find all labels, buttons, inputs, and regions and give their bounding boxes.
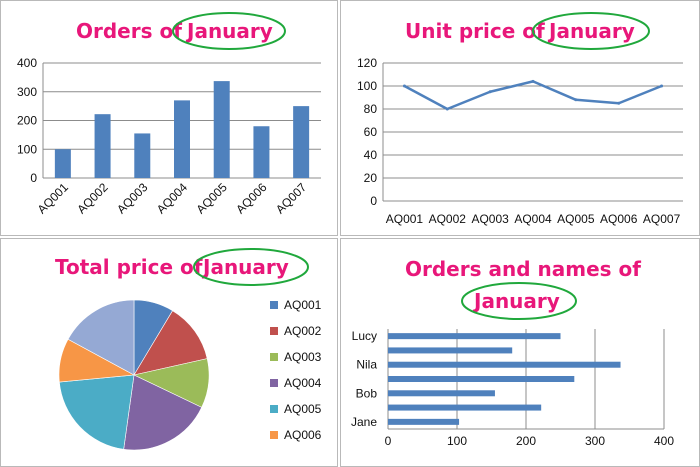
total-price-legend-swatch [270, 353, 278, 361]
total-price-legend-label: AQ001 [284, 298, 322, 312]
orders-names-chart: Orders and names of January Jane Bob Nila L… [351, 257, 674, 448]
total-price-chart-title-prefix: Total price of [55, 255, 209, 279]
orders-names-x-tick-label: 200 [516, 434, 536, 448]
orders-names-y-tick-label: Bob [356, 386, 378, 400]
orders-x-tick-label: AQ001 [35, 180, 72, 217]
unit-price-x-tick-label: AQ004 [514, 212, 552, 226]
unit-price-chart-title-oval [532, 12, 650, 50]
orders-bar [253, 126, 270, 178]
orders-bar [174, 100, 190, 178]
unit-price-x-tick-label: AQ006 [600, 212, 638, 226]
total-price-chart-title-highlight: January [201, 255, 289, 279]
orders-y-tick-label: 100 [17, 142, 37, 156]
orders-names-chart-title-oval [461, 282, 577, 320]
orders-names-bar [388, 418, 460, 425]
unit-price-x-tick-label: AQ003 [471, 212, 509, 226]
unit-price-x-tick-label: AQ007 [643, 212, 681, 226]
total-price-pie-slice [123, 374, 203, 451]
orders-names-chart-title-line1: Orders and names of [405, 257, 641, 281]
total-price-legend-swatch [270, 405, 278, 413]
total-price-pie-slice [67, 299, 135, 376]
orders-names-x-tick-label: 0 [385, 434, 392, 448]
orders-names-bar [388, 390, 495, 397]
orders-names-bar [388, 333, 561, 340]
orders-names-y-tick-label: Nila [356, 358, 377, 372]
orders-bar [134, 133, 151, 178]
orders-x-tick-label: AQ007 [273, 180, 310, 217]
unit-price-point [445, 107, 449, 111]
orders-names-x-tick-label: 300 [585, 434, 605, 448]
total-price-pie-slice [59, 374, 135, 450]
unit-price-point [617, 101, 621, 105]
orders-y-tick-label: 0 [30, 171, 37, 185]
orders-x-tick-label: AQ005 [194, 180, 231, 217]
orders-bar [213, 81, 230, 178]
total-price-legend-label: AQ006 [284, 428, 322, 442]
total-price-legend-label: AQ005 [284, 402, 322, 416]
unit-price-point [574, 98, 578, 102]
orders-y-tick-label: 200 [17, 114, 37, 128]
total-price-legend-swatch [270, 301, 278, 309]
total-price-chart: Total price of January AQ001 AQ002 AQ003 AQ… [55, 248, 322, 451]
orders-x-tick-label: AQ002 [74, 180, 111, 217]
unit-price-point [402, 84, 406, 88]
unit-price-y-tick-label: 20 [364, 171, 378, 185]
orders-x-tick-label: AQ003 [114, 180, 151, 217]
total-price-legend-label: AQ003 [284, 350, 322, 364]
orders-names-bar [388, 347, 513, 354]
unit-price-point [660, 84, 664, 88]
unit-price-point [531, 79, 535, 83]
unit-price-chart: Unit price of January 0 20 40 60 80 100 120 AQ… [357, 12, 683, 226]
orders-y-tick-label: 300 [17, 85, 37, 99]
total-price-legend-swatch [270, 379, 278, 387]
unit-price-x-tick-label: AQ001 [386, 212, 424, 226]
orders-chart-title-oval [172, 12, 286, 50]
orders-bar [293, 106, 310, 178]
orders-chart-title-highlight: January [185, 19, 273, 43]
unit-price-y-tick-label: 120 [357, 56, 377, 70]
unit-price-y-tick-label: 100 [357, 79, 377, 93]
unit-price-chart-title-prefix: Unit price of [405, 19, 552, 43]
total-price-legend-label: AQ004 [284, 376, 322, 390]
unit-price-chart-panel: Unit price of January 0 20 40 60 80 100 120 AQ… [340, 0, 700, 236]
unit-price-y-tick-label: 0 [370, 194, 377, 208]
orders-x-tick-label: AQ004 [154, 180, 191, 217]
unit-price-x-tick-label: AQ005 [557, 212, 595, 226]
total-price-legend-swatch [270, 431, 278, 439]
unit-price-point [488, 90, 492, 94]
total-price-legend-label: AQ002 [284, 324, 322, 338]
total-price-legend-swatch [270, 327, 278, 335]
orders-names-x-tick-label: 400 [654, 434, 674, 448]
orders-names-chart-panel: Orders and names of January Jane Bob Nila L… [340, 238, 700, 467]
orders-names-y-tick-label: Jane [351, 415, 377, 429]
unit-price-y-tick-label: 80 [364, 102, 378, 116]
orders-names-y-tick-label: Lucy [352, 329, 377, 343]
orders-chart-title-prefix: Orders of [76, 19, 189, 43]
orders-bar [54, 149, 71, 178]
total-price-chart-panel: Total price of January AQ001 AQ002 AQ003 AQ… [0, 238, 338, 467]
orders-names-bar [388, 376, 575, 382]
unit-price-x-tick-label: AQ002 [429, 212, 467, 226]
orders-bar [94, 114, 111, 178]
unit-price-chart-title-highlight: January [547, 19, 635, 43]
orders-names-bar [388, 361, 621, 368]
orders-names-chart-title-highlight: January [472, 289, 560, 313]
orders-x-tick-label: AQ006 [233, 180, 270, 217]
orders-y-tick-label: 400 [17, 56, 37, 70]
orders-names-x-tick-label: 100 [447, 434, 467, 448]
orders-names-bar [388, 404, 542, 411]
unit-price-y-tick-label: 60 [364, 125, 378, 139]
total-price-pie-slice [133, 310, 208, 376]
orders-chart-panel: Orders of January 0 100 200 300 400 AQ001 AQ0… [0, 0, 338, 236]
unit-price-y-tick-label: 40 [364, 148, 378, 162]
total-price-chart-title-oval [193, 248, 309, 286]
